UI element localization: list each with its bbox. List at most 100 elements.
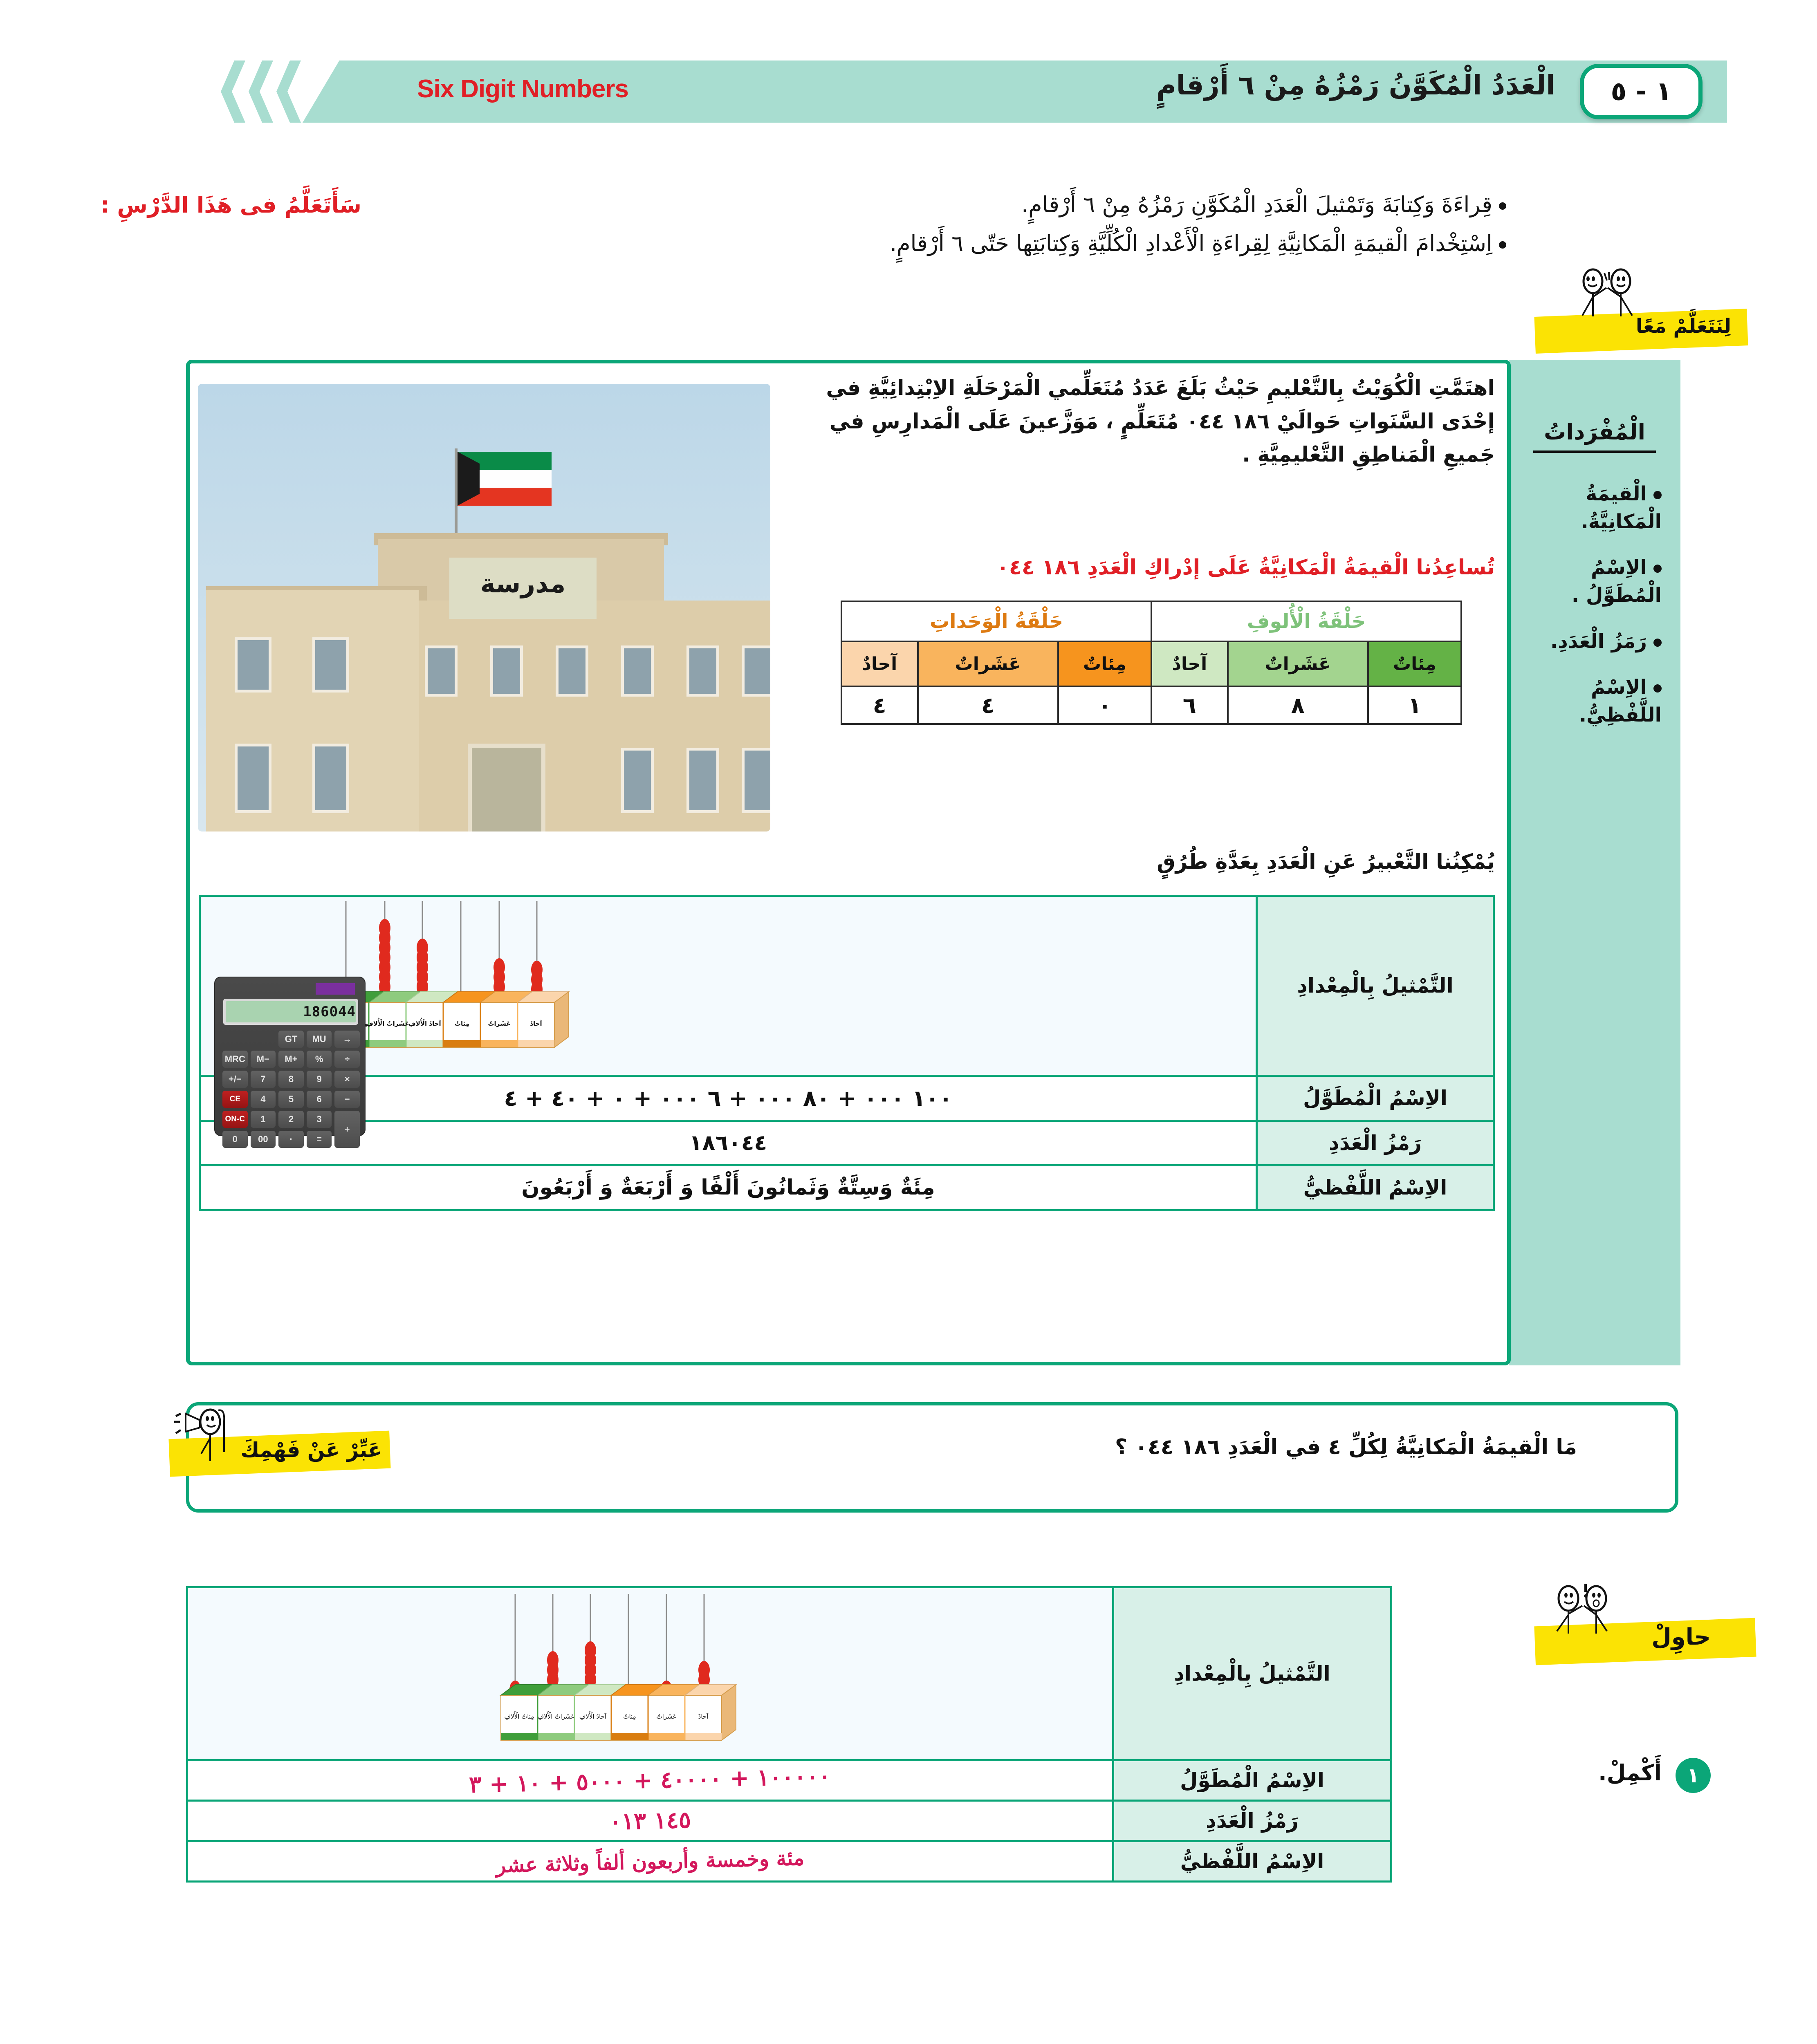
row-label-expanded-form: الاِسْمُ الْمُطَوَّلُ (1256, 1075, 1495, 1122)
column-header: آحادٌ (841, 641, 919, 687)
exercise-verbal-answer[interactable]: مئة وخمسة وأربعون ألفاً وثلاثة عشر (186, 1840, 1114, 1883)
key-00[interactable]: 00 (250, 1131, 276, 1148)
exercise-number-answer[interactable]: ١٤٥ ٠١٣ (186, 1800, 1114, 1842)
chevron-left-icon (249, 61, 273, 123)
express-understanding-badge: عَبِّرْ عَنْ فَهْمِكَ (165, 1406, 394, 1488)
key-4[interactable]: 4 (250, 1091, 276, 1108)
abacus-col-label: عَشَراتُ الْأُلافِ (366, 1018, 409, 1027)
representation-table: التَّمْثيلُ بِالْمِعْدادِ (199, 895, 1495, 1211)
key-6[interactable]: 6 (306, 1091, 332, 1108)
window (235, 744, 271, 813)
vocabulary-item-label: الاِسْمُ الْمُطَوَّلُ . (1571, 556, 1662, 607)
bullet-icon (1653, 565, 1662, 573)
lesson-title-english: Six Digit Numbers (417, 75, 629, 103)
key-multiply[interactable]: × (334, 1071, 360, 1088)
handwritten-expanded-form: ١٠٠٠٠٠ + ٤٠٠٠٠ + ٥٠٠٠ + ١٠ + ٣ (469, 1762, 832, 1798)
digit-cell: ٨ (1227, 686, 1369, 725)
digit-cell: ١ (1367, 686, 1463, 725)
key-ce[interactable]: CE (222, 1091, 248, 1108)
objectives-list: قِراءَةَ وَكِتابَةَ وَتَمْثيلَ الْعَدَدِ… (370, 188, 1506, 266)
key-5[interactable]: 5 (278, 1091, 304, 1108)
key-on-c[interactable]: ON-C (222, 1111, 248, 1128)
abacus-col-label: آحادُ الْأُلافِ (579, 1711, 607, 1720)
key-2[interactable]: 2 (278, 1111, 304, 1128)
abacus-diagram: مِئاتُ الْأُلافِ عَشَراتُ الْأُلافِ آحاد… (330, 901, 570, 1048)
key-sign[interactable]: +/− (222, 1071, 248, 1088)
place-value-table: حَلْقَةُ الْأُلوفِ حَلْقَةُ الْوَحَداتِ … (840, 601, 1463, 725)
abacus-col-label: آحادٌ (530, 1020, 542, 1027)
calculator-screen: 186044 (223, 999, 358, 1025)
vocabulary-title: الْمُفْرَداتُ (1544, 419, 1645, 445)
key-divide[interactable]: ÷ (334, 1051, 360, 1068)
vocabulary-item: الاِسْمُ الْمُطَوَّلُ . (1509, 554, 1662, 609)
digit-cell: ٤ (917, 686, 1059, 725)
school-sign-plate (449, 558, 597, 619)
row-label-verbal-name: الاِسْمُ اللَّفْظيُّ (1112, 1840, 1392, 1883)
row-label-abacus: التَّمْثيلُ بِالْمِعْدادِ (1112, 1586, 1392, 1761)
column-header: مِئاتٌ (1367, 641, 1463, 687)
abacus-col-label: عَشَراتٌ (657, 1713, 677, 1720)
key-percent[interactable]: % (306, 1051, 332, 1068)
vocabulary-item: الْقيمَةُ الْمَكانِيَّةُ. (1509, 480, 1662, 536)
key-7[interactable]: 7 (250, 1071, 276, 1088)
key-0[interactable]: 0 (222, 1131, 248, 1148)
key-1[interactable]: 1 (250, 1111, 276, 1128)
expanded-form-text: ١٠٠ ٠٠٠ + ٨٠ ٠٠٠ + ٦ ٠٠٠ + ٠ + ٤٠ + ٤ (504, 1085, 953, 1111)
key-equals[interactable]: = (306, 1131, 332, 1148)
verbal-name-value: مِئَةٌ وَسِتَّةٌ وَثَمانُونَ أَلْفًا وَ … (199, 1164, 1258, 1211)
key-arrow[interactable]: → (334, 1031, 360, 1048)
school-door (468, 744, 545, 831)
window (312, 637, 349, 693)
calculator-keypad: GT MU → MRC M− M+ % ÷ +/− 7 8 9 × CE 4 5… (222, 1031, 360, 1148)
key-blank (222, 1031, 248, 1048)
place-value-note: تُساعِدُنا الْقيمَةُ الْمَكانِيَّةُ عَلَ… (996, 556, 1495, 580)
window (686, 645, 719, 697)
key-blank (251, 1031, 276, 1048)
key-3[interactable]: 3 (306, 1111, 332, 1128)
express-understanding-label: عَبِّرْ عَنْ فَهْمِكَ (240, 1438, 382, 1462)
vocabulary-item-label: رَمَزُ الْعَدَدِ. (1550, 630, 1647, 653)
lesson-title-arabic: الْعَدَدُ الْمُكَوَّنُ رَمْزُهُ مِنْ ٦ أ… (1156, 69, 1555, 101)
key-plus[interactable]: + (334, 1111, 360, 1148)
lesson-number-badge: ١ - ٥ (1580, 64, 1703, 119)
objectives-heading: سَأَتَعَلَّمُ فى هَذَا الدَّرْسِ : (100, 192, 361, 218)
express-understanding-box: مَا الْقيمَةُ الْمَكانِيَّةُ لِكُلِّ ٤ ف… (186, 1402, 1678, 1513)
key-minus[interactable]: − (334, 1091, 360, 1108)
kuwait-flag-icon (458, 449, 552, 511)
key-mu[interactable]: MU (306, 1031, 332, 1048)
express-question: مَا الْقيمَةُ الْمَكانِيَّةُ لِكُلِّ ٤ ف… (1115, 1435, 1577, 1459)
digit-cell: ٤ (841, 686, 919, 725)
key-gt[interactable]: GT (278, 1031, 304, 1048)
window (742, 748, 770, 813)
row-label-number-symbol: رَمْزُ الْعَدَدِ (1112, 1800, 1392, 1842)
key-9[interactable]: 9 (306, 1071, 332, 1088)
key-8[interactable]: 8 (278, 1071, 304, 1088)
abacus-diagram: مِئاتُ الْأُلافِ عَشَراتُ الْأُلافِ آحاد… (499, 1594, 738, 1741)
key-decimal[interactable]: · (278, 1131, 304, 1148)
school-building-image: مدرسة (198, 384, 770, 831)
window (490, 645, 523, 697)
abacus-col-label: آحادُ الْأُلافِ (408, 1018, 441, 1027)
two-stick-figures-icon (1556, 1584, 1608, 1634)
window (621, 748, 654, 813)
try-label: حاوِلْ (1651, 1624, 1711, 1650)
exercise-expanded-answer[interactable]: ١٠٠٠٠٠ + ٤٠٠٠٠ + ٥٠٠٠ + ١٠ + ٣ (186, 1759, 1114, 1802)
ways-note: يُمْكِنُنا التَّعْبيرُ عَنِ الْعَدَدِ بِ… (1157, 850, 1495, 874)
key-m-minus[interactable]: M− (250, 1051, 276, 1068)
key-mrc[interactable]: MRC (222, 1051, 248, 1068)
row-label-abacus: التَّمْثيلُ بِالْمِعْدادِ (1256, 895, 1495, 1077)
abacus-col-label: عَشَراتٌ (488, 1020, 510, 1027)
key-m-plus[interactable]: M+ (278, 1051, 304, 1068)
learn-together-label: لِنَتَعَلَّمْ مَعًا (1635, 315, 1731, 338)
abacus-col-label: آحادٌ (698, 1713, 709, 1720)
objective-item: اِسْتِخْدامَ الْقيمَةِ الْمَكانِيَّةِ لِ… (370, 227, 1506, 260)
vocabulary-list: الْقيمَةُ الْمَكانِيَّةُ. الاِسْمُ الْمُ… (1509, 480, 1680, 729)
lesson-content-box: مدرسة اهتَمَّتِ الْكُوَيْتُ بِالتَّعْليم… (186, 360, 1511, 1365)
divider (1533, 450, 1656, 453)
lesson-header: Six Digit Numbers الْعَدَدُ الْمُكَوَّنُ… (221, 61, 1727, 123)
exercise-number-badge: ١ (1676, 1758, 1711, 1793)
window (742, 645, 770, 697)
digit-cell: ٠ (1057, 686, 1153, 725)
exercise-table: التَّمْثيلُ بِالْمِعْدادِ (186, 1586, 1392, 1883)
